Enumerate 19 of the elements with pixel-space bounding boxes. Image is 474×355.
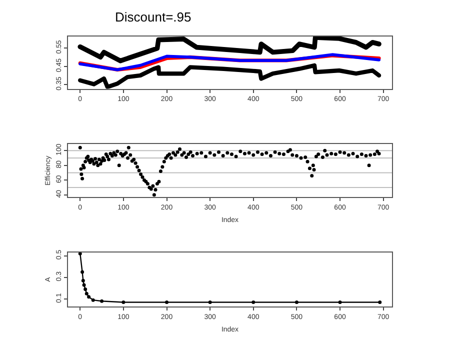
- point: [100, 299, 104, 303]
- point: [82, 283, 86, 287]
- line-series: [78, 36, 382, 64]
- point: [81, 278, 85, 282]
- point: [91, 298, 95, 302]
- point: [378, 300, 382, 304]
- point: [252, 300, 256, 304]
- point: [338, 300, 342, 304]
- point: [122, 300, 126, 304]
- chart-title: Discount=.95: [115, 10, 192, 25]
- point: [84, 292, 88, 296]
- point: [294, 300, 298, 304]
- point: [78, 252, 82, 256]
- point: [80, 270, 84, 274]
- point: [84, 288, 88, 292]
- point: [165, 300, 169, 304]
- point: [87, 295, 91, 299]
- line-series: [78, 63, 382, 89]
- point: [208, 300, 212, 304]
